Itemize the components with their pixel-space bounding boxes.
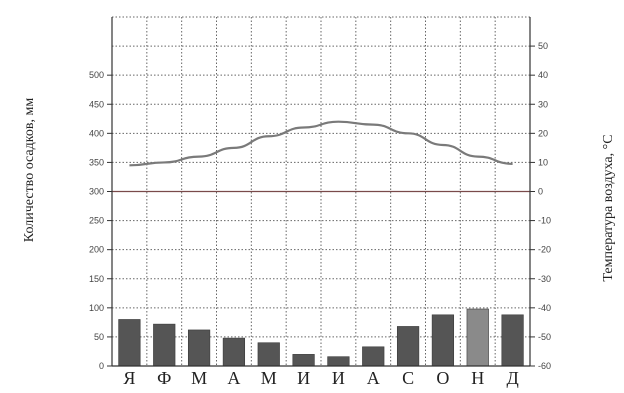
month-label: С <box>402 368 414 388</box>
y-right-tick-label: -20 <box>538 245 551 255</box>
y-right-tick-label: -60 <box>538 361 551 371</box>
temperature-line <box>129 120 513 167</box>
month-label: И <box>297 368 310 388</box>
month-label: И <box>332 368 345 388</box>
y-left-tick-label: 350 <box>89 157 104 167</box>
y-right-tick-label: -10 <box>538 216 551 226</box>
axes <box>107 17 535 367</box>
precipitation-bar <box>153 323 176 367</box>
month-label: О <box>436 368 449 388</box>
precipitation-bar <box>118 319 141 367</box>
precipitation-bar <box>466 308 489 367</box>
month-label: Д <box>506 368 518 388</box>
y-left-tick-label: 450 <box>89 99 104 109</box>
y-left-tick-label: 300 <box>89 187 104 197</box>
month-label: М <box>261 368 277 388</box>
y-left-tick-label: 50 <box>94 332 104 342</box>
y-right-tick-label: 40 <box>538 70 548 80</box>
y-right-tick-label: -40 <box>538 303 551 313</box>
month-label: Н <box>471 368 484 388</box>
y-right-tick-label: 10 <box>538 157 548 167</box>
y-right-tick-label: 30 <box>538 99 548 109</box>
month-label: А <box>367 368 380 388</box>
precipitation-bar <box>187 329 211 367</box>
month-label: М <box>191 368 207 388</box>
month-label: Я <box>123 368 135 388</box>
y-left-tick-label: 0 <box>99 361 104 371</box>
y-left-tick-label: 150 <box>89 274 104 284</box>
precipitation-bar <box>222 337 246 367</box>
temperature-line-group <box>129 120 513 167</box>
precipitation-bar <box>431 314 455 367</box>
y-right-tick-label: 20 <box>538 128 548 138</box>
month-label: А <box>227 368 240 388</box>
precipitation-bar <box>396 326 420 367</box>
y-right-tick-label: 50 <box>538 41 548 51</box>
precipitation-bar <box>257 342 280 367</box>
precipitation-bar <box>501 314 524 367</box>
precipitation-bar <box>292 354 315 367</box>
y-right-tick-label: -30 <box>538 274 551 284</box>
precipitation-bar <box>327 356 350 367</box>
y-left-tick-label: 100 <box>89 303 104 313</box>
tick-labels: 050100150200250300350400450500-60-50-40-… <box>89 41 551 388</box>
y-left-tick-label: 500 <box>89 70 104 80</box>
grid-layer <box>112 16 530 366</box>
y-right-tick-label: 0 <box>538 187 543 197</box>
y-left-tick-label: 400 <box>89 128 104 138</box>
y-axis-right-title: Температура воздуха, °С <box>601 134 616 281</box>
precipitation-bar <box>362 346 385 367</box>
y-right-tick-label: -50 <box>538 332 551 342</box>
y-left-tick-label: 200 <box>89 245 104 255</box>
month-label: Ф <box>157 368 171 388</box>
y-left-tick-label: 250 <box>89 216 104 226</box>
y-axis-left-title: Количество осадков, мм <box>22 98 37 243</box>
